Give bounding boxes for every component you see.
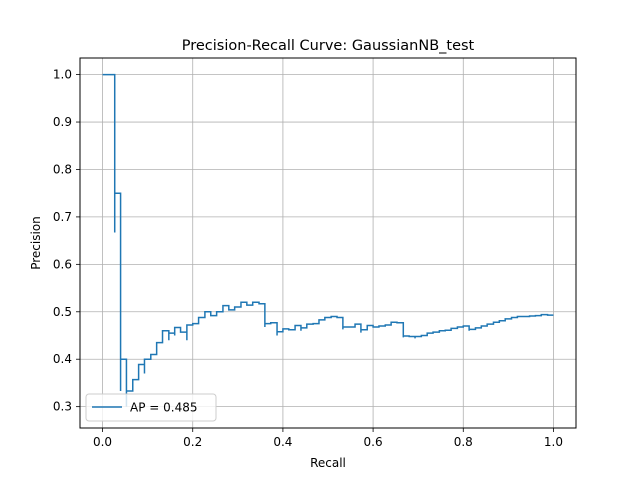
pr-curve-line: [102, 73, 554, 407]
series-layer: [102, 73, 554, 407]
y-axis: 0.3 0.4 0.5 0.6 0.7 0.8 0.9 1.0: [53, 68, 80, 414]
y-tick-label: 0.6: [53, 257, 72, 271]
x-tick-label: 1.0: [544, 435, 563, 449]
y-tick-label: 0.4: [53, 352, 72, 366]
x-axis-title: Recall: [310, 456, 346, 470]
chart-title: Precision-Recall Curve: GaussianNB_test: [182, 38, 475, 54]
x-tick-label: 0.0: [93, 435, 112, 449]
y-tick-label: 0.7: [53, 210, 72, 224]
grid-lines: [80, 58, 576, 428]
y-tick-label: 1.0: [53, 68, 72, 82]
legend-label: AP = 0.485: [130, 401, 197, 415]
y-tick-label: 0.5: [53, 305, 72, 319]
x-axis: 0.0 0.2 0.4 0.6 0.8 1.0: [93, 428, 563, 449]
plot-area-frame: [79, 57, 577, 429]
legend: AP = 0.485: [85, 393, 217, 422]
x-tick-label: 0.6: [364, 435, 383, 449]
x-tick-label: 0.8: [454, 435, 473, 449]
x-tick-label: 0.2: [183, 435, 202, 449]
y-tick-label: 0.3: [53, 400, 72, 414]
x-tick-label: 0.4: [273, 435, 292, 449]
y-axis-title: Precision: [29, 216, 43, 270]
y-tick-label: 0.8: [53, 162, 72, 176]
y-tick-label: 0.9: [53, 115, 72, 129]
legend-box: [85, 393, 217, 422]
